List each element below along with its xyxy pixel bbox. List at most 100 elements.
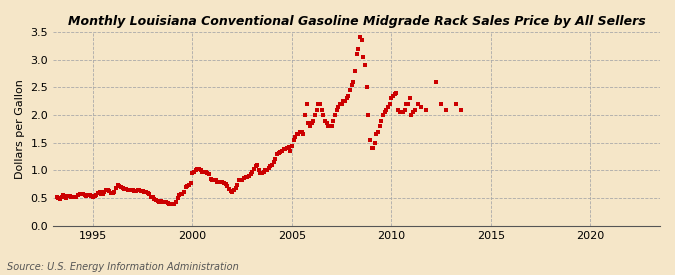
Point <box>171 200 182 204</box>
Point <box>117 186 128 190</box>
Point <box>263 166 274 170</box>
Point <box>53 196 63 200</box>
Point <box>270 157 281 162</box>
Point <box>190 168 201 173</box>
Point <box>99 189 110 194</box>
Point <box>323 124 333 128</box>
Point <box>364 138 375 142</box>
Point <box>103 188 113 192</box>
Point <box>379 110 390 114</box>
Point <box>94 190 105 194</box>
Point <box>409 107 420 112</box>
Point <box>240 175 251 179</box>
Point <box>82 193 93 198</box>
Point <box>396 110 407 114</box>
Point <box>259 169 269 174</box>
Point <box>179 189 190 194</box>
Point <box>293 132 304 137</box>
Point <box>389 92 400 96</box>
Point <box>74 192 85 197</box>
Point <box>176 192 186 197</box>
Point <box>124 188 135 192</box>
Point <box>111 186 122 190</box>
Point <box>161 200 171 204</box>
Point <box>253 168 264 173</box>
Point <box>86 194 97 198</box>
Point <box>215 179 226 184</box>
Point <box>186 180 196 185</box>
Point <box>242 175 252 179</box>
Point <box>354 35 365 40</box>
Point <box>300 113 310 117</box>
Point <box>84 193 95 198</box>
Point <box>59 194 70 198</box>
Point <box>346 82 357 87</box>
Point <box>280 147 291 152</box>
Point <box>205 177 216 181</box>
Point <box>202 170 213 175</box>
Point <box>96 192 107 196</box>
Point <box>310 113 321 117</box>
Point <box>204 172 215 177</box>
Point <box>213 179 224 184</box>
Point <box>71 194 82 199</box>
Point <box>421 107 431 112</box>
Point <box>326 124 337 128</box>
Point <box>187 171 198 175</box>
Point <box>308 119 319 123</box>
Point <box>228 188 239 192</box>
Point <box>286 143 297 148</box>
Point <box>235 178 246 182</box>
Point <box>384 102 395 106</box>
Point <box>375 124 385 128</box>
Point <box>351 52 362 56</box>
Point <box>156 199 167 203</box>
Point <box>252 163 263 167</box>
Point <box>331 107 342 112</box>
Point <box>165 202 176 207</box>
Point <box>104 189 115 193</box>
Point <box>398 110 408 114</box>
Point <box>329 113 340 117</box>
Point <box>78 192 88 197</box>
Point <box>321 121 332 126</box>
Point <box>129 189 140 193</box>
Point <box>400 107 410 112</box>
Point <box>66 195 77 199</box>
Point <box>169 202 180 206</box>
Point <box>88 194 99 199</box>
Point <box>73 193 84 198</box>
Point <box>209 178 219 183</box>
Point <box>79 193 90 198</box>
Y-axis label: Dollars per Gallon: Dollars per Gallon <box>15 79 25 179</box>
Point <box>275 150 286 154</box>
Point <box>412 102 423 106</box>
Point <box>302 102 313 106</box>
Point <box>320 119 331 123</box>
Point <box>211 178 221 183</box>
Point <box>220 182 231 186</box>
Point <box>128 188 138 192</box>
Point <box>91 193 102 197</box>
Point <box>173 193 184 198</box>
Point <box>122 188 133 192</box>
Point <box>81 194 92 198</box>
Point <box>325 124 335 128</box>
Point <box>107 191 118 195</box>
Point <box>164 202 175 206</box>
Point <box>195 168 206 173</box>
Point <box>237 178 248 182</box>
Point <box>109 189 120 194</box>
Point <box>361 85 372 90</box>
Point <box>394 110 405 114</box>
Point <box>416 104 427 109</box>
Point <box>338 99 349 103</box>
Point <box>131 189 142 193</box>
Point <box>262 168 273 173</box>
Title: Monthly Louisiana Conventional Gasoline Midgrade Rack Sales Price by All Sellers: Monthly Louisiana Conventional Gasoline … <box>68 15 645 28</box>
Point <box>200 170 211 174</box>
Point <box>283 145 294 149</box>
Point <box>373 130 383 134</box>
Point <box>198 170 209 174</box>
Point <box>277 149 288 153</box>
